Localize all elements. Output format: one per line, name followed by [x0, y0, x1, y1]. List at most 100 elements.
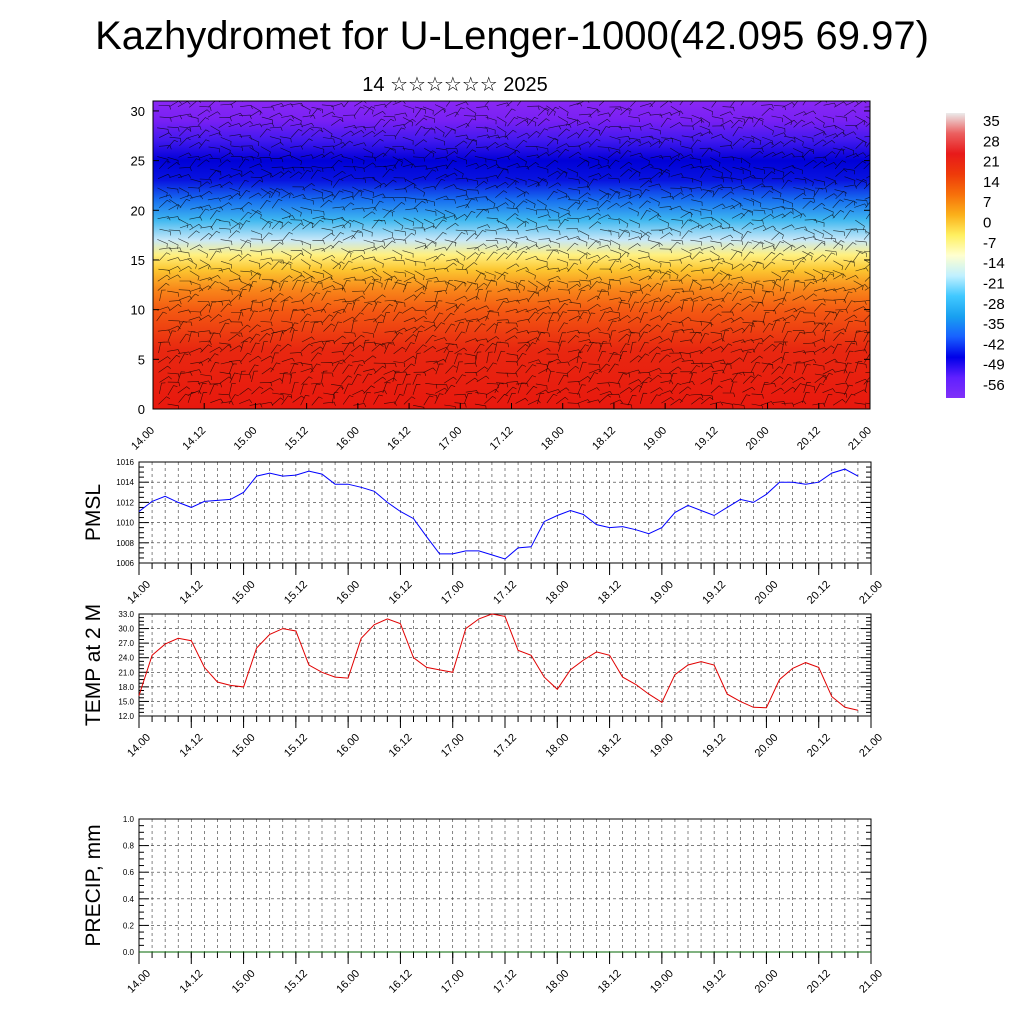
wind-barb: [527, 292, 539, 302]
wind-barbs: [156, 101, 870, 409]
colorbar-label: 21: [983, 154, 1000, 171]
wind-barb: [269, 331, 278, 343]
wind-barb: [730, 250, 742, 261]
wind-barb: [649, 127, 661, 135]
wind-barb: [792, 213, 806, 219]
wind-barb: [577, 159, 590, 168]
wind-barb: [474, 156, 487, 163]
wind-barb: [630, 289, 644, 294]
wind-barb: [219, 116, 232, 122]
wind-barb: [773, 132, 787, 137]
wind-barb: [617, 315, 631, 322]
wind-barb: [597, 350, 607, 362]
wind-barb: [352, 249, 366, 255]
wind-barb: [537, 347, 551, 354]
wind-barb: [219, 322, 230, 333]
wind-barb: [629, 188, 642, 195]
wind-barb: [548, 311, 558, 323]
wind-barb: [189, 347, 204, 353]
wind-barb: [168, 229, 181, 235]
wind-barb: [383, 135, 397, 140]
wind-barb: [383, 401, 397, 406]
wind-barb: [803, 359, 817, 364]
wind-barb: [679, 339, 693, 344]
precip-ylabel: PRECIP, mm: [82, 824, 105, 946]
wind-barb: [433, 300, 443, 312]
wind-barb: [650, 242, 663, 250]
wind-barb: [342, 260, 353, 271]
wind-barb: [341, 219, 354, 229]
wind-barb: [167, 257, 181, 262]
wind-barb: [638, 256, 651, 261]
wind-barb: [853, 280, 864, 291]
wind-barb: [248, 324, 261, 333]
pmsl-ytick-label: 1012: [116, 498, 134, 507]
wind-barb: [558, 332, 567, 344]
wind-barb: [219, 227, 232, 234]
wind-barb: [689, 186, 703, 191]
wind-barb: [763, 151, 777, 158]
wind-barb: [159, 247, 172, 252]
wind-barb: [516, 165, 530, 171]
profile-xtick-label: 16.00: [334, 425, 362, 453]
wind-barb: [517, 101, 522, 106]
wind-barb: [516, 156, 527, 166]
wind-barb: [259, 261, 272, 270]
wind-barb: [599, 311, 609, 322]
wind-barb: [589, 276, 603, 281]
wind-barb: [229, 134, 243, 139]
wind-barb: [772, 197, 784, 204]
wind-barb: [822, 345, 835, 353]
wind-barb: [446, 258, 460, 263]
wind-barb: [167, 330, 177, 342]
wind-barb: [248, 260, 260, 268]
wind-barb: [578, 230, 590, 240]
wind-barb: [710, 304, 723, 311]
wind-barb: [413, 291, 426, 301]
pmsl-xtick-label: 21.00: [857, 579, 885, 607]
wind-barb: [270, 142, 284, 148]
wind-barb: [587, 240, 600, 250]
wind-barb: [558, 128, 570, 137]
wind-barb: [577, 249, 588, 259]
wind-barb: [537, 118, 550, 127]
wind-barb: [822, 368, 836, 375]
wind-barb: [648, 270, 660, 280]
wind-barb: [855, 179, 867, 188]
wind-barb: [271, 171, 285, 178]
wind-barb: [844, 176, 856, 185]
wind-barb: [793, 192, 807, 200]
wind-barb: [670, 137, 682, 146]
wind-barb: [209, 384, 219, 395]
wind-barb: [545, 361, 554, 373]
wind-barb: [548, 219, 561, 225]
wind-barb: [423, 346, 436, 353]
colorbar-label: 28: [983, 133, 1000, 150]
wind-barb: [363, 106, 376, 116]
wind-barb: [567, 236, 581, 240]
wind-barb: [445, 101, 451, 107]
wind-barb: [445, 365, 457, 374]
profile-xtick-label: 17.00: [436, 425, 464, 453]
wind-barb: [691, 199, 703, 207]
wind-barb: [699, 346, 713, 354]
profile-ytick-label: 15: [131, 253, 145, 268]
wind-barb: [280, 261, 292, 269]
wind-barb: [824, 252, 836, 262]
wind-barb: [167, 157, 179, 165]
wind-barb: [425, 393, 438, 400]
wind-barb: [700, 362, 713, 368]
wind-barb: [833, 101, 847, 108]
wind-barb: [864, 135, 870, 138]
wind-barb: [496, 166, 509, 174]
profile-xtick-label: 14.00: [129, 425, 157, 453]
wind-barb: [639, 323, 651, 333]
wind-barb: [628, 207, 639, 217]
wind-barb: [814, 116, 825, 127]
wind-barb: [740, 394, 751, 405]
wind-barb: [701, 267, 715, 272]
wind-barb: [750, 374, 762, 384]
wind-barb: [782, 171, 795, 179]
wind-barb: [558, 249, 570, 259]
wind-barb: [321, 151, 335, 159]
